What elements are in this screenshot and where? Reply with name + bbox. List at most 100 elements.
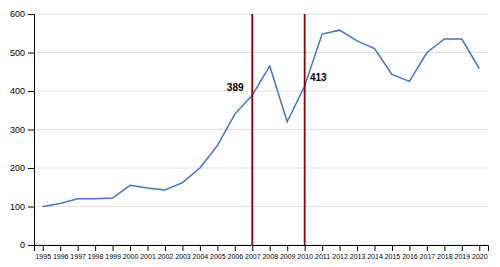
x-tick-mark <box>200 245 201 251</box>
y-tick-label: 500 <box>10 48 25 58</box>
x-tick: 2011 <box>315 245 330 260</box>
x-tick-label: 2005 <box>210 253 226 260</box>
x-tick-label: 2020 <box>472 253 488 260</box>
x-tick-mark <box>148 245 149 251</box>
x-tick-label: 1998 <box>88 253 104 260</box>
x-tick-label: 2013 <box>350 253 366 260</box>
x-axis-line <box>35 246 489 252</box>
y-tick-mark <box>28 91 34 92</box>
y-tick-mark <box>28 14 34 15</box>
x-tick-mark <box>479 245 480 251</box>
x-tick-label: 2011 <box>315 253 330 260</box>
y-tick-label: 400 <box>10 86 25 96</box>
x-tick: 2020 <box>472 245 488 260</box>
x-tick-mark <box>60 245 61 251</box>
x-tick-mark <box>462 245 463 251</box>
y-tick-mark <box>28 245 34 246</box>
x-tick-mark <box>322 245 323 251</box>
x-tick-mark <box>235 245 236 251</box>
annotation: 389 <box>227 82 244 93</box>
x-tick-mark <box>357 245 358 251</box>
x-tick-mark <box>287 245 288 251</box>
x-tick-mark <box>95 245 96 251</box>
y-tick-mark <box>28 168 34 169</box>
grid-line <box>34 52 488 53</box>
y-axis: 0 100 200 300 400 500 600 <box>10 9 35 250</box>
x-tick-mark <box>43 245 44 251</box>
x-tick: 2010 <box>297 245 313 260</box>
x-tick: 2004 <box>193 245 209 260</box>
grid-line <box>34 91 488 92</box>
marks <box>43 14 480 245</box>
x-tick: 1998 <box>88 245 104 260</box>
y-tick: 600 <box>10 9 34 19</box>
x-tick-mark <box>270 245 271 251</box>
y-tick-mark <box>28 130 34 131</box>
x-tick-mark <box>217 245 218 251</box>
y-tick: 300 <box>10 125 34 135</box>
annotation: 413 <box>310 72 327 83</box>
x-tick-label: 2017 <box>420 253 436 260</box>
x-tick-label: 2003 <box>175 253 191 260</box>
x-tick: 2005 <box>210 245 226 260</box>
x-tick: 2006 <box>228 245 244 260</box>
x-tick-mark <box>78 245 79 251</box>
y-axis-line <box>28 15 35 246</box>
x-tick: 1997 <box>70 245 86 260</box>
x-tick-mark <box>375 245 376 251</box>
chart: 1995199619971998199920002001200220032004… <box>0 0 500 267</box>
x-tick-label: 2007 <box>245 253 261 260</box>
x-tick-label: 1999 <box>105 253 121 260</box>
grid-line <box>34 168 488 169</box>
x-tick-mark <box>305 245 306 251</box>
x-tick-label: 2018 <box>437 253 453 260</box>
x-tick-label: 2008 <box>262 253 278 260</box>
x-tick: 2013 <box>350 245 366 260</box>
x-tick-label: 2014 <box>367 253 383 260</box>
x-tick-mark <box>130 245 131 251</box>
y-tick-label: 0 <box>20 240 25 250</box>
x-tick: 1996 <box>53 245 69 260</box>
reference-line <box>304 14 306 245</box>
x-tick-label: 2015 <box>385 253 401 260</box>
x-tick-mark <box>392 245 393 251</box>
x-tick: 2007 <box>245 245 261 260</box>
grid-line <box>34 129 488 130</box>
y-tick: 400 <box>10 86 34 96</box>
line <box>43 30 480 206</box>
x-tick: 2008 <box>262 245 278 260</box>
x-tick: 2019 <box>455 245 471 260</box>
reference-line <box>251 14 253 245</box>
y-tick: 500 <box>10 48 34 58</box>
x-tick: 2003 <box>175 245 191 260</box>
x-tick-mark <box>444 245 445 251</box>
x-tick-label: 2001 <box>140 253 156 260</box>
x-tick-label: 2002 <box>158 253 174 260</box>
x-tick-label: 1997 <box>70 253 86 260</box>
y-tick-label: 600 <box>10 9 25 19</box>
x-tick-mark <box>427 245 428 251</box>
x-tick-label: 2006 <box>228 253 244 260</box>
x-tick: 1995 <box>35 245 51 260</box>
y-tick-label: 200 <box>10 163 25 173</box>
y-tick-mark <box>28 207 34 208</box>
x-tick: 2009 <box>280 245 296 260</box>
x-tick: 2016 <box>402 245 418 260</box>
x-tick: 1999 <box>105 245 121 260</box>
x-tick-mark <box>409 245 410 251</box>
x-tick-label: 2012 <box>332 253 348 260</box>
x-tick: 2015 <box>385 245 401 260</box>
x-tick-mark <box>182 245 183 251</box>
x-tick-label: 1995 <box>35 253 51 260</box>
x-tick-mark <box>165 245 166 251</box>
x-tick: 2017 <box>420 245 436 260</box>
x-tick-label: 2019 <box>455 253 471 260</box>
x-tick: 2000 <box>123 245 139 260</box>
x-tick-label: 2000 <box>123 253 139 260</box>
x-tick-label: 2010 <box>297 253 313 260</box>
grid-line <box>34 206 488 207</box>
y-tick: 100 <box>10 202 34 212</box>
x-tick: 2001 <box>140 245 156 260</box>
y-tick-label: 100 <box>10 202 25 212</box>
x-tick-mark <box>252 245 253 251</box>
